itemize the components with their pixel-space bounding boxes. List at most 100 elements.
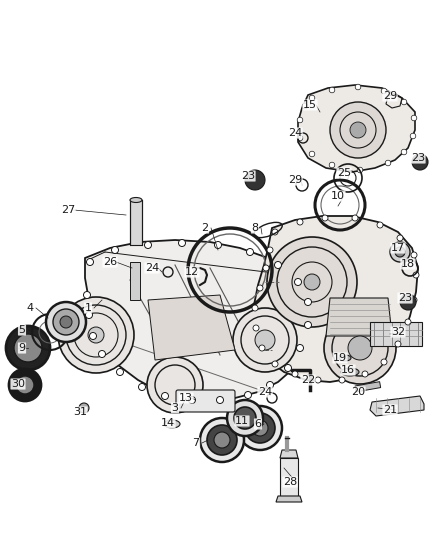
Circle shape <box>329 162 335 168</box>
Ellipse shape <box>130 198 142 203</box>
Circle shape <box>145 241 152 248</box>
Text: 23: 23 <box>241 171 255 181</box>
Text: 29: 29 <box>288 175 302 185</box>
Text: 19: 19 <box>333 353 347 363</box>
Circle shape <box>411 252 417 258</box>
Circle shape <box>294 279 301 286</box>
Text: 21: 21 <box>383 405 397 415</box>
Ellipse shape <box>339 355 351 361</box>
Circle shape <box>99 351 106 358</box>
Circle shape <box>381 359 387 365</box>
Circle shape <box>304 321 311 328</box>
Circle shape <box>247 248 254 255</box>
Text: 5: 5 <box>18 325 25 335</box>
Text: 24: 24 <box>258 387 272 397</box>
Circle shape <box>267 237 357 327</box>
Circle shape <box>377 222 383 228</box>
Text: 28: 28 <box>283 477 297 487</box>
Circle shape <box>385 160 391 166</box>
Circle shape <box>297 219 303 225</box>
Circle shape <box>259 345 265 351</box>
Circle shape <box>215 241 222 248</box>
Text: 25: 25 <box>337 168 351 178</box>
Circle shape <box>315 377 321 383</box>
Circle shape <box>275 262 282 269</box>
Circle shape <box>257 285 263 291</box>
Ellipse shape <box>341 368 359 376</box>
Circle shape <box>88 327 104 343</box>
Circle shape <box>267 247 273 253</box>
Text: 23: 23 <box>398 293 412 303</box>
Polygon shape <box>85 240 312 400</box>
Text: 11: 11 <box>235 416 249 426</box>
Bar <box>130 200 142 245</box>
Bar <box>370 322 422 346</box>
Circle shape <box>6 326 50 370</box>
Circle shape <box>58 297 134 373</box>
Circle shape <box>138 384 145 391</box>
Circle shape <box>309 95 315 101</box>
Bar <box>280 458 298 496</box>
Circle shape <box>413 272 419 278</box>
Circle shape <box>292 371 298 377</box>
Circle shape <box>245 170 265 190</box>
Circle shape <box>253 325 259 331</box>
Text: 7: 7 <box>192 438 200 448</box>
Circle shape <box>411 115 417 121</box>
Text: 3: 3 <box>172 403 179 413</box>
Circle shape <box>355 84 361 90</box>
Text: 12: 12 <box>185 267 199 277</box>
Circle shape <box>329 87 335 93</box>
Circle shape <box>304 298 311 305</box>
Text: 31: 31 <box>73 407 87 417</box>
Text: 4: 4 <box>26 303 34 313</box>
Text: 16: 16 <box>341 365 355 375</box>
Circle shape <box>357 167 363 173</box>
Circle shape <box>162 392 169 400</box>
Text: 9: 9 <box>18 343 25 353</box>
Circle shape <box>188 397 195 403</box>
Text: 18: 18 <box>401 259 415 269</box>
Circle shape <box>16 376 34 394</box>
Circle shape <box>397 235 403 241</box>
Circle shape <box>302 103 308 109</box>
FancyBboxPatch shape <box>176 390 235 412</box>
Circle shape <box>401 149 407 155</box>
Circle shape <box>395 247 405 257</box>
Circle shape <box>339 377 345 383</box>
Text: 24: 24 <box>288 128 302 138</box>
Circle shape <box>322 215 328 221</box>
Circle shape <box>9 369 41 401</box>
Circle shape <box>297 344 304 351</box>
Circle shape <box>411 297 417 303</box>
Text: 17: 17 <box>391 243 405 253</box>
Circle shape <box>179 239 186 246</box>
Circle shape <box>214 432 230 448</box>
Circle shape <box>200 418 244 462</box>
Circle shape <box>350 122 366 138</box>
Circle shape <box>86 259 93 265</box>
Polygon shape <box>370 396 424 416</box>
Bar <box>130 262 140 300</box>
Circle shape <box>297 117 303 123</box>
Circle shape <box>348 336 372 360</box>
Circle shape <box>238 406 282 450</box>
Circle shape <box>79 403 89 413</box>
Circle shape <box>309 151 315 157</box>
Text: 23: 23 <box>411 153 425 163</box>
Text: 8: 8 <box>251 223 258 233</box>
Circle shape <box>227 400 263 436</box>
Circle shape <box>297 135 303 141</box>
Circle shape <box>405 319 411 325</box>
Circle shape <box>14 334 42 362</box>
Text: 27: 27 <box>61 205 75 215</box>
Ellipse shape <box>164 420 180 428</box>
Circle shape <box>255 330 275 350</box>
Circle shape <box>272 229 278 235</box>
Text: 30: 30 <box>11 379 25 389</box>
Circle shape <box>272 361 278 367</box>
Circle shape <box>89 333 96 340</box>
Circle shape <box>234 407 256 429</box>
Circle shape <box>285 365 292 372</box>
Text: 29: 29 <box>383 91 397 101</box>
